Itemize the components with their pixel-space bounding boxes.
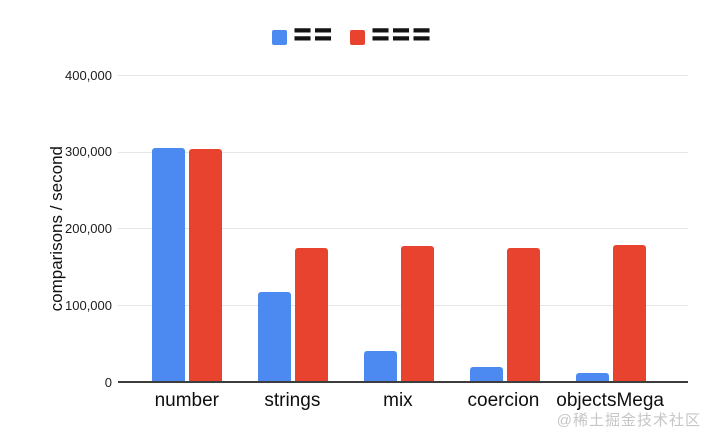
x-axis-line: [118, 381, 688, 383]
legend-swatch-loose-equality: [271, 29, 287, 45]
watermark: @稀土掘金技术社区: [556, 412, 701, 429]
legend-swatch-strict-equality: [349, 29, 365, 45]
x-label-mix: mix: [383, 390, 413, 411]
bar-group-mix: [346, 75, 452, 382]
gridline-300000: [118, 152, 688, 153]
legend-item-strict-equality[interactable]: ===: [349, 18, 434, 52]
x-label-strings: strings: [264, 390, 321, 411]
bar-group-strings: [240, 75, 346, 382]
x-label-objectsMega: objectsMega: [556, 390, 664, 411]
bar-group-coercion: [452, 75, 558, 382]
chart-legend: == ===: [0, 18, 705, 52]
y-tick-300000: 300,000: [65, 144, 112, 159]
y-tick-200000: 200,000: [65, 221, 112, 236]
bar-strict-equality-coercion[interactable]: [507, 247, 540, 382]
bar-group-objectsMega: [558, 75, 664, 382]
bar-strict-equality-strings[interactable]: [295, 248, 328, 382]
bar-strict-equality-objectsMega[interactable]: [613, 245, 646, 382]
bar-group-number: [134, 75, 240, 382]
gridline-200000: [118, 228, 688, 229]
bar-loose-equality-strings[interactable]: [258, 292, 291, 382]
x-label-number: number: [154, 390, 219, 411]
x-label-coercion: coercion: [467, 390, 540, 411]
bar-loose-equality-objectsMega[interactable]: [576, 372, 609, 382]
plot-area: [118, 75, 688, 383]
legend-item-loose-equality[interactable]: ==: [271, 18, 335, 52]
bar-loose-equality-mix[interactable]: [364, 351, 397, 382]
x-axis-labels: number strings mix coercion objectsMega: [134, 390, 664, 412]
bar-loose-equality-coercion[interactable]: [470, 367, 503, 382]
bar-strict-equality-mix[interactable]: [401, 246, 434, 382]
bars-area: [134, 75, 664, 382]
legend-label-strict-equality: ===: [371, 18, 434, 51]
legend-label-loose-equality: ==: [293, 18, 335, 51]
bar-strict-equality-number[interactable]: [189, 149, 222, 382]
bar-loose-equality-number[interactable]: [152, 147, 185, 382]
y-tick-400000: 400,000: [65, 68, 112, 83]
y-tick-0: 0: [104, 375, 112, 390]
y-tick-100000: 100,000: [65, 298, 112, 313]
gridline-400000: [118, 75, 688, 76]
